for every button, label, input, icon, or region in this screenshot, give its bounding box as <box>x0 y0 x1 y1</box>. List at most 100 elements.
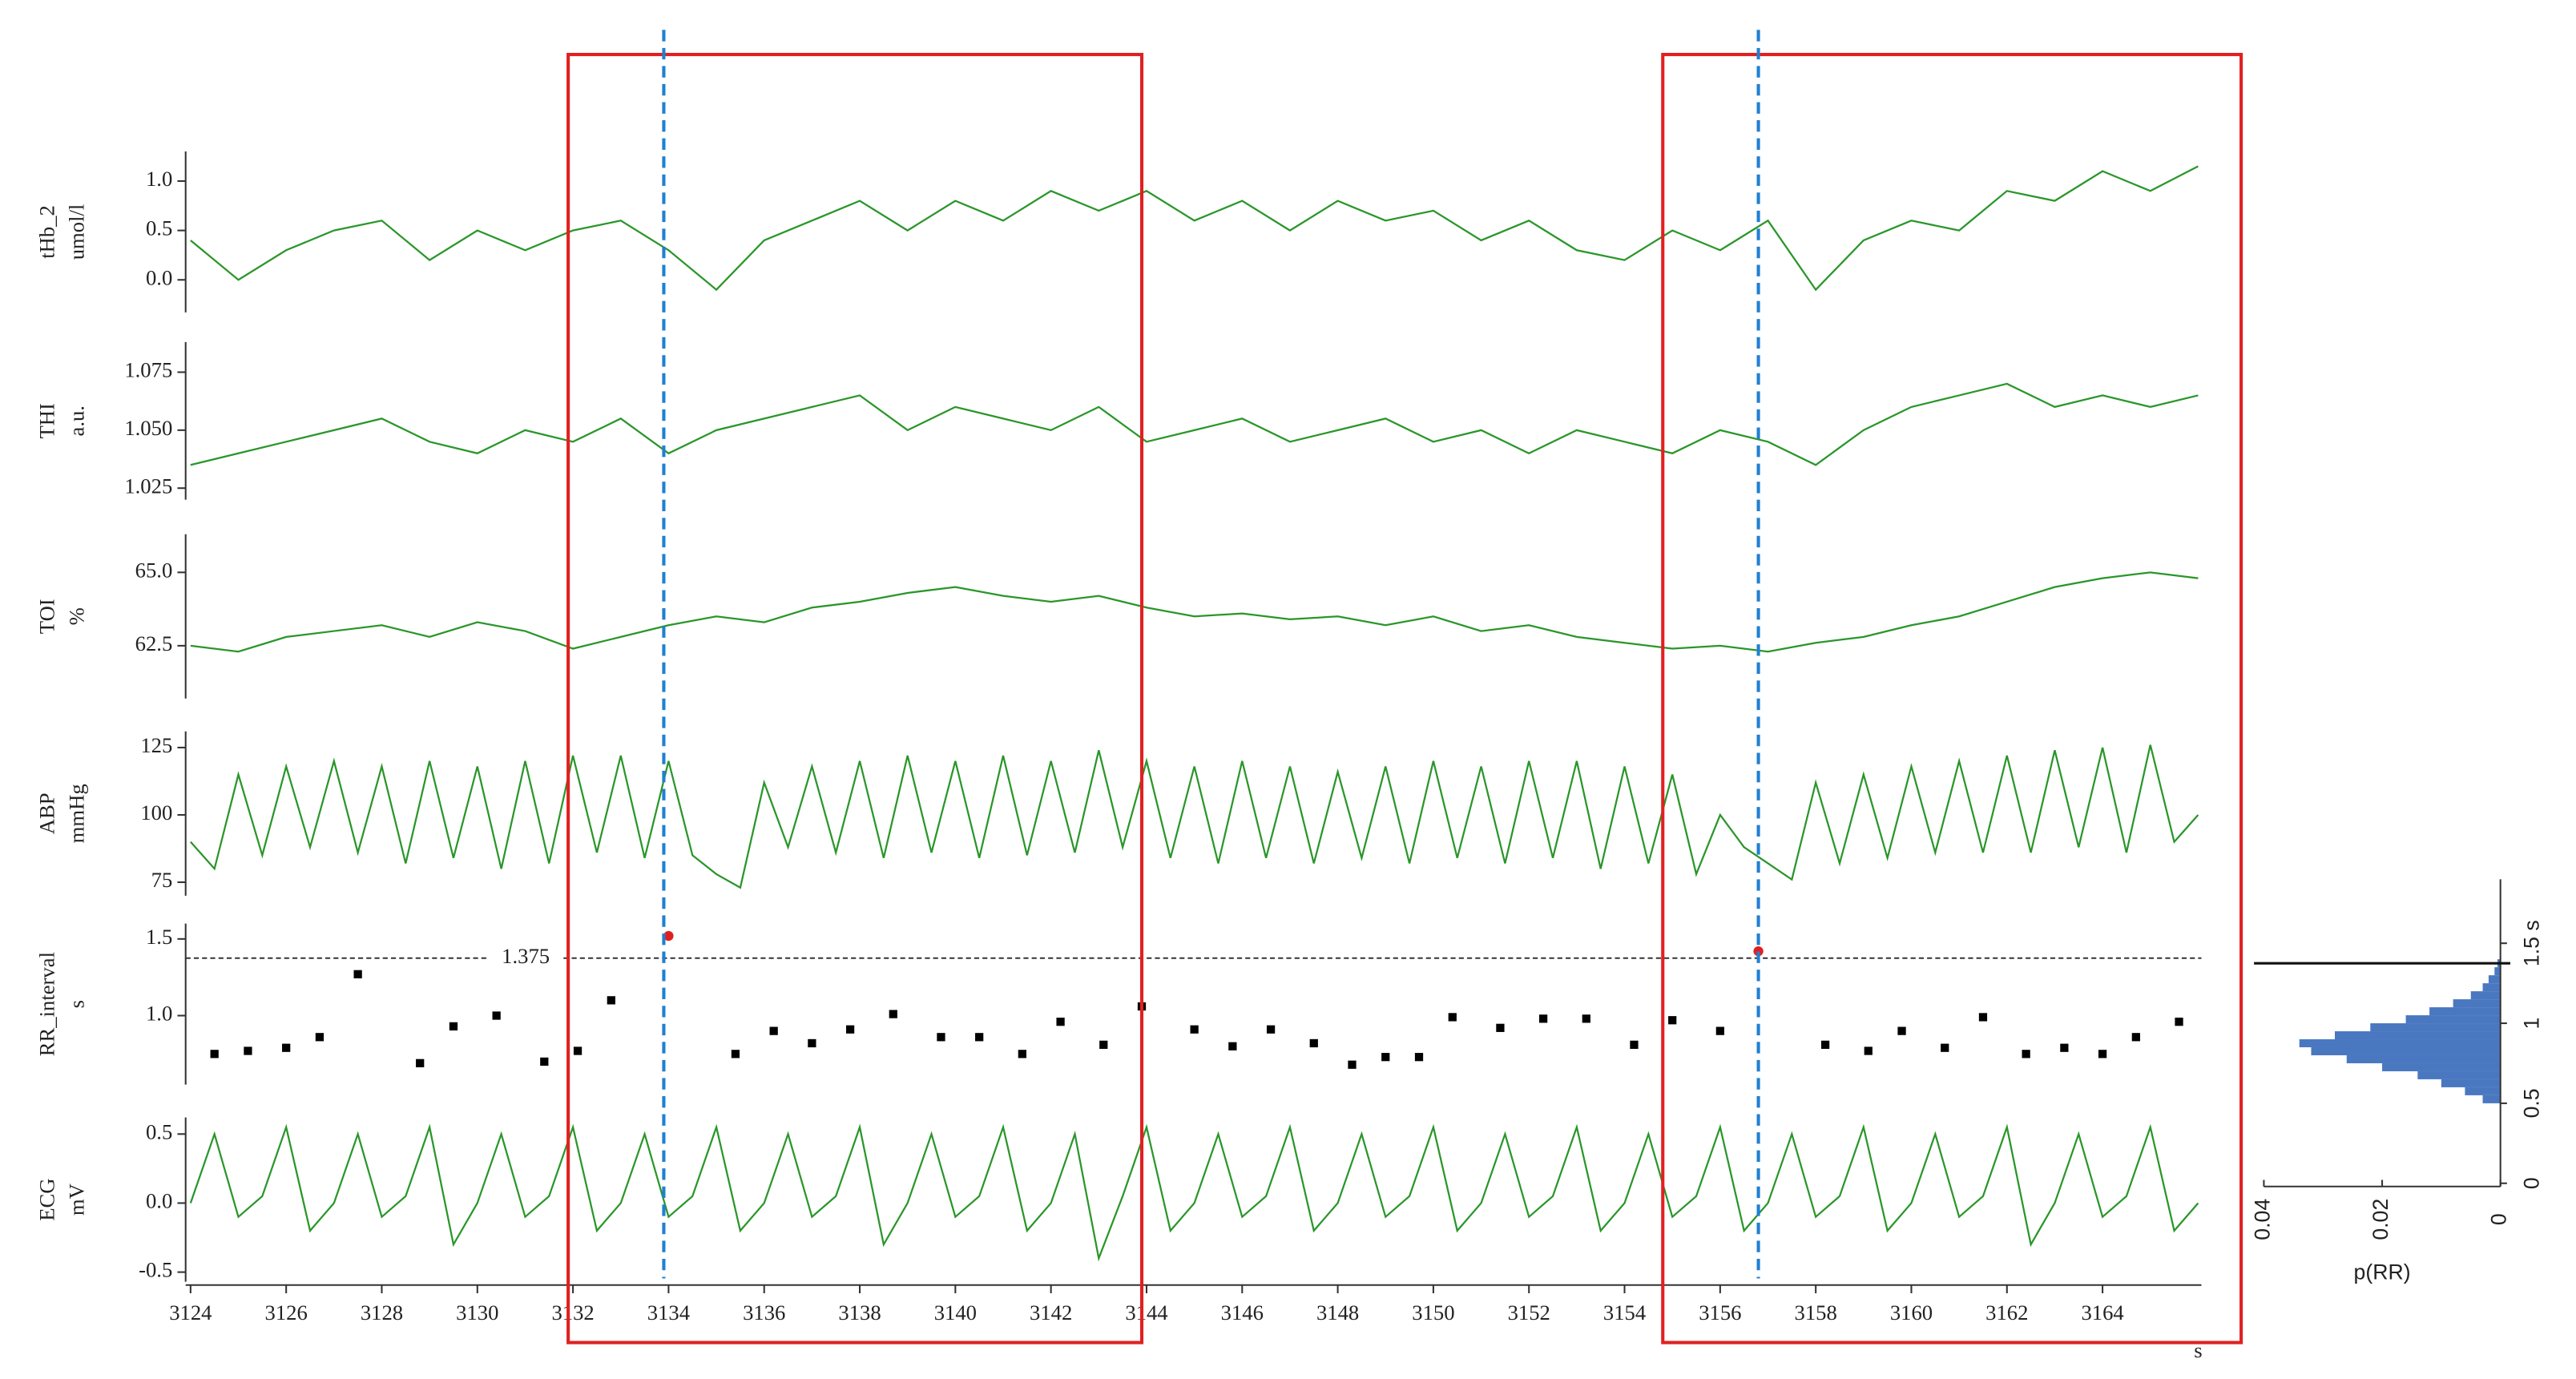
signal-line <box>190 571 2199 653</box>
x-tick-label: 3130 <box>456 1300 498 1325</box>
y-tick-label: 1.0 <box>146 1002 172 1026</box>
rr-point <box>2022 1050 2030 1058</box>
y-tick-label: 0.0 <box>146 1189 172 1213</box>
hist-x-tick-label: 0.04 <box>2250 1199 2274 1240</box>
x-tick-label: 3158 <box>1795 1300 1837 1325</box>
rr-point <box>1630 1040 1639 1049</box>
y-label: RR_interval <box>35 952 59 1056</box>
y-unit: mmHg <box>65 784 89 843</box>
rr-point <box>1753 946 1764 957</box>
x-tick-label: 3162 <box>1985 1300 2028 1325</box>
x-tick-label: 3124 <box>169 1300 212 1325</box>
rr-point <box>1715 1026 1724 1035</box>
hist-bar <box>2482 983 2501 992</box>
hist-y-tick-label: 0 <box>2520 1177 2544 1189</box>
rr-point <box>1978 1013 1988 1022</box>
rr-point <box>1448 1013 1457 1022</box>
hist-x-tick-label: 0.02 <box>2368 1199 2393 1240</box>
y-unit: mV <box>65 1183 89 1216</box>
y-label: THI <box>35 403 59 438</box>
hist-y-tick-label: 0.5 <box>2520 1088 2544 1118</box>
hist-bar <box>2453 999 2501 1008</box>
rr-point <box>573 1046 583 1055</box>
signal-line <box>190 744 2199 889</box>
rr-point <box>1099 1040 1108 1049</box>
x-tick-label: 3126 <box>265 1300 308 1325</box>
rr-point <box>1897 1026 1906 1035</box>
x-tick-label: 3148 <box>1316 1300 1359 1325</box>
rr-point <box>2175 1018 2183 1026</box>
y-label: TOI <box>35 599 59 634</box>
y-label: ABP <box>35 792 59 834</box>
rr-point <box>1820 1040 1830 1049</box>
x-label: s <box>2194 1338 2202 1362</box>
y-tick-label: 0.5 <box>146 1119 172 1143</box>
signal-line <box>190 165 2199 292</box>
y-unit: s <box>65 1000 89 1008</box>
rr-point <box>1266 1025 1276 1034</box>
rr-point <box>607 996 615 1005</box>
x-tick-label: 3128 <box>361 1300 403 1325</box>
rr-point <box>1228 1042 1237 1050</box>
x-tick-label: 3146 <box>1221 1300 1264 1325</box>
rr-point <box>1864 1046 1873 1055</box>
x-tick-label: 3144 <box>1125 1300 1167 1325</box>
y-tick-label: 125 <box>140 733 172 757</box>
x-tick-label: 3164 <box>2081 1300 2123 1325</box>
rr-point <box>1538 1014 1548 1023</box>
rr-point <box>731 1050 740 1058</box>
hist-bar <box>2405 1015 2501 1024</box>
rr-point <box>449 1022 458 1031</box>
hist-bar <box>2311 1047 2501 1055</box>
signal-line <box>190 382 2199 466</box>
hist-bar <box>2299 1039 2501 1048</box>
rr-point <box>492 1011 501 1020</box>
y-unit: % <box>65 607 89 625</box>
rr-point <box>2098 1050 2107 1058</box>
highlight-box <box>1661 52 2243 1345</box>
rr-point <box>244 1046 252 1055</box>
rr-point <box>1348 1060 1357 1069</box>
x-tick-label: 3134 <box>647 1300 690 1325</box>
y-unit: a.u. <box>65 405 89 436</box>
y-tick-label: -0.5 <box>139 1258 172 1282</box>
rr-point <box>282 1043 291 1052</box>
hist-bar <box>2441 1079 2501 1087</box>
rr-point <box>937 1033 945 1042</box>
hist-y-tick-label: 1.5 s <box>2520 920 2544 966</box>
rr-point <box>210 1050 219 1058</box>
hist-bar <box>2488 975 2501 984</box>
rr-point <box>769 1026 778 1035</box>
y-tick-label: 62.5 <box>135 631 173 655</box>
rr-point <box>315 1033 325 1042</box>
y-tick-label: 0.5 <box>146 216 172 240</box>
hist-y-tick-label: 1 <box>2520 1018 2544 1030</box>
hist-x-label: p(RR) <box>2354 1260 2411 1284</box>
y-tick-label: 1.050 <box>124 416 172 440</box>
rr-point <box>2060 1043 2069 1052</box>
threshold-label: 1.375 <box>502 944 550 968</box>
rr-point <box>353 970 362 978</box>
x-tick-label: 3132 <box>551 1300 594 1325</box>
y-tick-label: 100 <box>140 800 172 825</box>
rr-point <box>540 1057 549 1067</box>
hist-bar <box>2494 967 2501 976</box>
y-tick-label: 1.0 <box>146 167 172 191</box>
y-label: tHb_2 <box>35 205 59 259</box>
hist-bar <box>2465 1087 2501 1095</box>
hist-x-tick-label: 0 <box>2487 1213 2511 1225</box>
hist-bar <box>2346 1054 2501 1063</box>
rr-point <box>845 1025 855 1034</box>
rr-point <box>416 1058 425 1067</box>
signal-line <box>189 1123 2199 1262</box>
x-tick-label: 3152 <box>1508 1300 1550 1325</box>
x-tick-label: 3140 <box>934 1300 977 1325</box>
hist-bar <box>2482 1095 2501 1103</box>
rr-point <box>1496 1023 1505 1032</box>
rr-point <box>1668 1016 1677 1025</box>
y-tick-label: 1.5 <box>146 925 172 949</box>
rr-point <box>663 930 674 942</box>
rr-point <box>1056 1018 1065 1026</box>
y-tick-label: 1.075 <box>124 358 172 382</box>
